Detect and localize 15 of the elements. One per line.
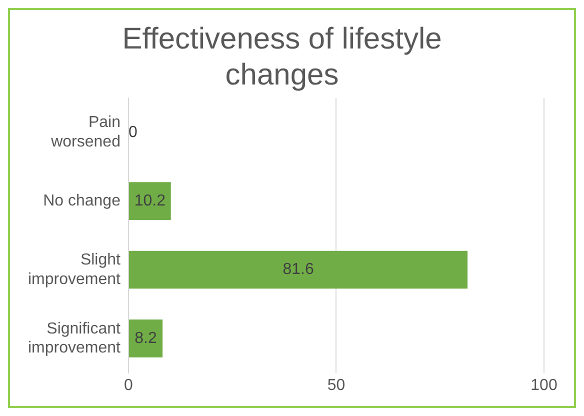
data-label: 81.6 [282,261,314,278]
bar [128,182,171,220]
data-label: 0 [128,124,138,141]
x-tick-label: 100 [530,376,558,394]
data-label: 8.2 [134,330,157,347]
y-tick-label: No change [43,192,121,210]
y-tick-label: Significant improvement [28,320,122,356]
chart-title: Effectiveness of lifestyle changes [122,22,442,92]
x-tick-label: 50 [327,376,346,394]
data-label: 10.2 [134,192,166,210]
y-tick-label: Slight improvement [28,252,122,288]
y-tick-label: Pain worsened [50,114,120,150]
x-tick-label: 0 [124,376,134,394]
bar [128,320,163,358]
bar [128,250,468,289]
